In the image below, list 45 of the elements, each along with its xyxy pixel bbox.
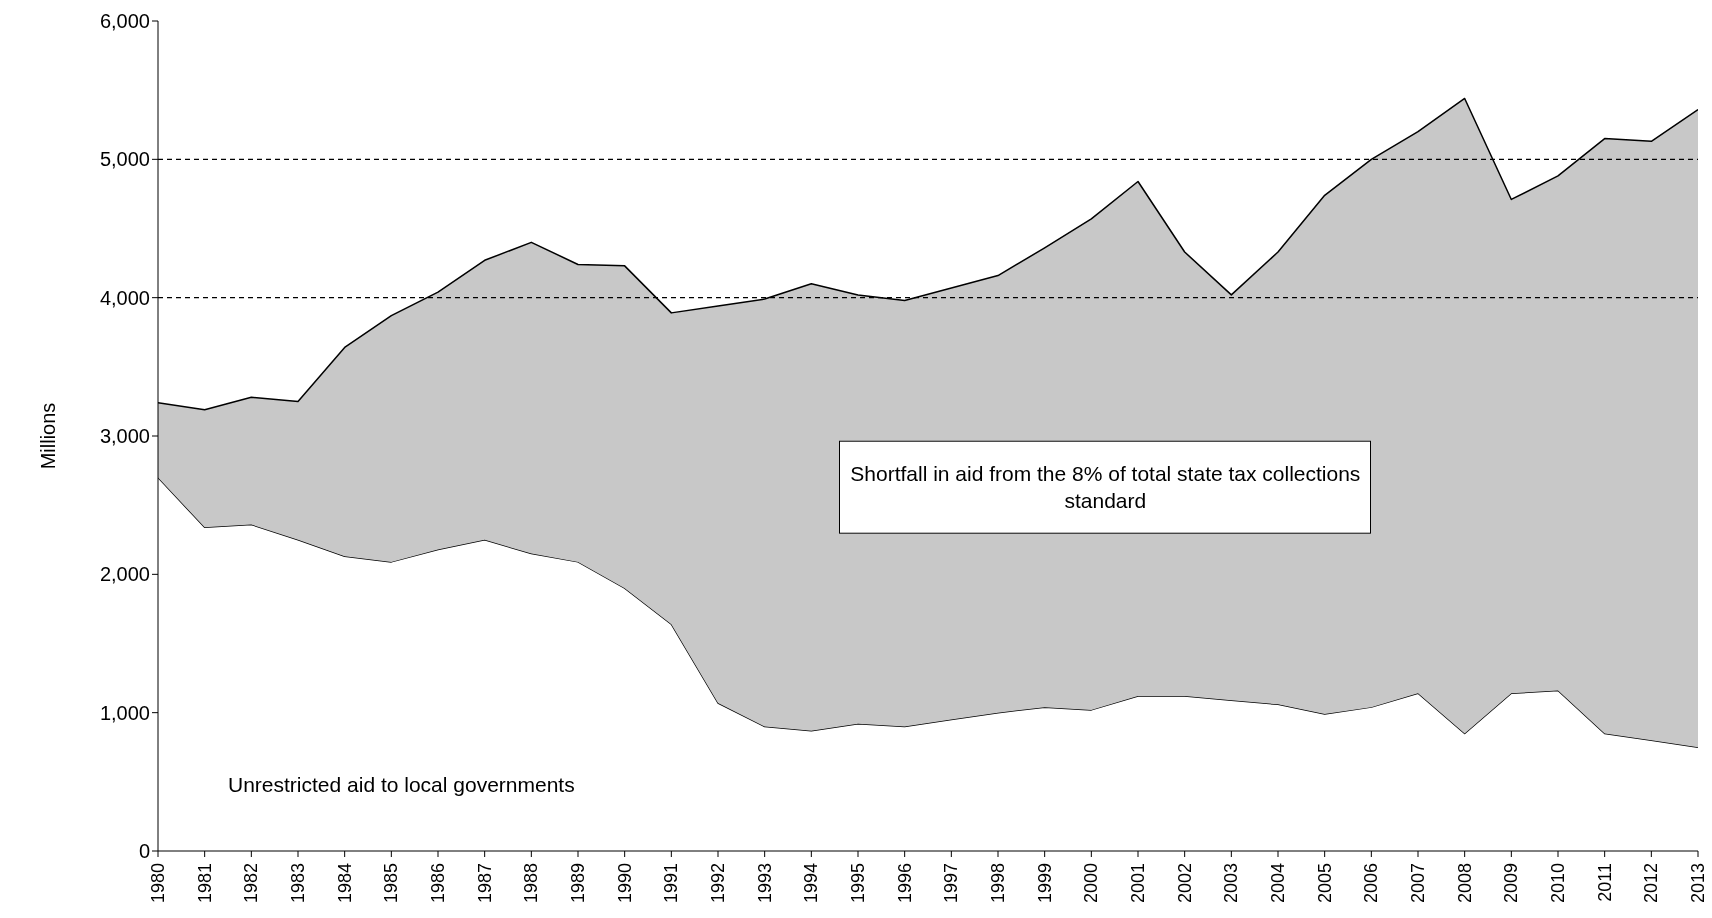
x-tick-label: 2006 (1361, 863, 1382, 904)
x-tick-label: 2012 (1641, 863, 1662, 904)
x-tick-label: 1985 (381, 863, 402, 904)
x-tick-label: 1998 (988, 863, 1008, 904)
x-tick-label: 1994 (801, 863, 822, 904)
x-tick-label: 1997 (941, 863, 962, 904)
x-tick-label: 1992 (708, 863, 728, 904)
x-tick-label: 1995 (848, 863, 868, 904)
y-axis-title: Millions (37, 402, 60, 470)
x-tick-label: 2011 (1594, 863, 1615, 902)
x-tick-label: 1990 (614, 863, 635, 904)
x-tick-label: 1996 (894, 863, 915, 904)
y-tick-label: 0 (138, 840, 150, 863)
x-tick-label: 2010 (1548, 863, 1568, 904)
x-tick-label: 1988 (521, 863, 542, 904)
x-tick-label: 2001 (1128, 863, 1148, 904)
x-tick-label: 1989 (568, 863, 588, 904)
y-tick-label: 1,000 (99, 701, 150, 724)
label-frame: Shortfall in aid from the 8% of total state tax collections standard (839, 440, 1372, 534)
y-tick-label: 5,000 (99, 148, 150, 171)
x-tick-label: 1983 (288, 863, 308, 904)
x-tick-label: 1980 (148, 863, 168, 904)
x-tick-label: 1999 (1034, 863, 1055, 904)
x-tick-label: 2007 (1408, 863, 1428, 904)
x-tick-label: 1991 (661, 863, 682, 904)
x-tick-label: 1982 (241, 863, 262, 904)
x-tick-label: 2004 (1268, 863, 1288, 904)
x-tick-label: 2009 (1501, 863, 1522, 904)
series-label: Shortfall in aid from the 8% of total state tax collections standard (849, 460, 1362, 515)
x-tick-label: 2000 (1081, 863, 1102, 904)
x-tick-label: 1981 (194, 863, 215, 904)
x-tick-label: 2008 (1454, 863, 1475, 904)
y-tick-label: 3,000 (99, 425, 150, 448)
x-tick-label: 1984 (334, 863, 355, 904)
y-tick-label: 6,000 (99, 10, 150, 33)
x-tick-label: 2003 (1221, 863, 1242, 904)
x-tick-label: 1986 (428, 863, 448, 904)
x-tick-label: 1993 (754, 863, 775, 904)
y-tick-label: 4,000 (99, 286, 150, 309)
x-tick-label: 2005 (1314, 863, 1335, 904)
series-label: Unrestricted aid to local governments (228, 772, 575, 798)
x-tick-label: 2013 (1688, 863, 1708, 904)
x-tick-label: 1987 (474, 863, 495, 904)
y-tick-label: 2,000 (99, 563, 150, 586)
x-tick-label: 2002 (1174, 863, 1195, 904)
